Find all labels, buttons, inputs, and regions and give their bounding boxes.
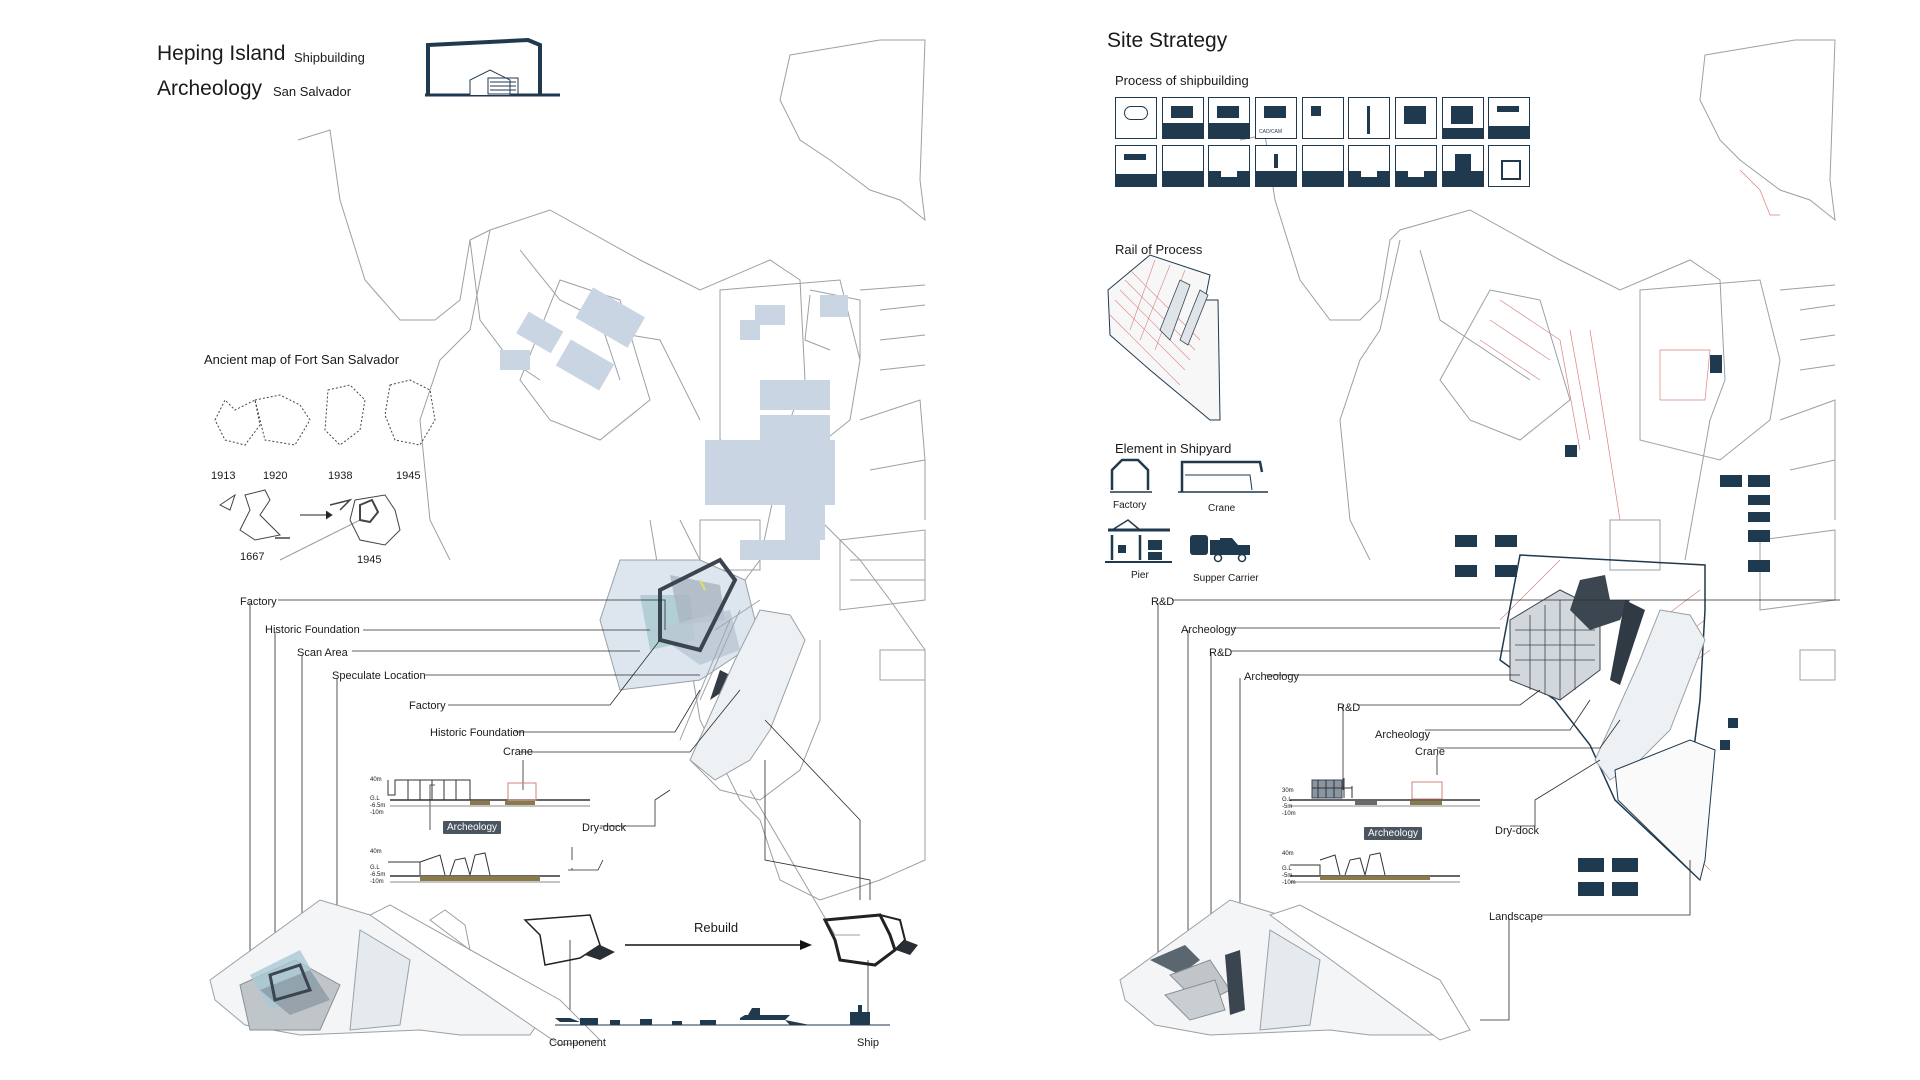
callout-factory: Factory — [240, 596, 277, 608]
process-step-18-icon — [1488, 145, 1530, 187]
element-label-crane: Crane — [1208, 503, 1236, 514]
process-step-15-icon — [1348, 145, 1390, 187]
process-step-17-icon — [1442, 145, 1484, 187]
section-level-bottom-6-5m: -6.5m — [370, 872, 386, 878]
right-section-level-top-30m: 30m — [1282, 788, 1294, 794]
right-callout-rd-2: R&D — [1209, 647, 1233, 659]
process-step-3-icon — [1208, 97, 1250, 139]
section-level-top-gl: G.L — [370, 796, 380, 802]
process-step-9-icon — [1488, 97, 1530, 139]
process-step-12-icon — [1208, 145, 1250, 187]
right-section-level-bottom-5m: -5m — [1282, 873, 1293, 879]
title-shipbuilding: Shipbuilding — [294, 50, 365, 65]
section-level-bottom-gl: G.L — [370, 865, 380, 871]
left-section-top — [387, 779, 590, 807]
left-fort-section-icon — [425, 37, 560, 97]
right-site-outline — [1239, 39, 1836, 681]
element-label-factory: Factory — [1113, 500, 1147, 511]
right-callout-archeology-1: Archeology — [1181, 624, 1237, 636]
site-strategy-title: Site Strategy — [1107, 29, 1228, 52]
ship-label: Ship — [857, 1037, 880, 1049]
map-year-1920: 1920 — [263, 470, 288, 482]
process-step-8-icon — [1442, 97, 1484, 139]
process-step-10-icon — [1115, 145, 1157, 187]
right-axonometric — [1119, 899, 1471, 1041]
rail-of-process-diagram — [1107, 254, 1221, 421]
process-step-13-icon — [1255, 145, 1297, 187]
right-archeology-tag: Archeology — [1364, 827, 1423, 840]
left-dock — [679, 599, 860, 936]
process-step-16-icon — [1395, 145, 1437, 187]
title-heping-island: Heping Island — [157, 42, 286, 65]
element-factory-icon — [1110, 458, 1152, 493]
section-label-crane: Crane — [503, 746, 533, 758]
right-section-level-top-gl: G.L — [1282, 797, 1292, 803]
rebuild-diagram — [523, 913, 918, 1026]
element-in-shipyard-title: Element in Shipyard — [1115, 441, 1232, 456]
right-red-lines — [1159, 169, 1780, 1001]
process-step-4-icon: CAD/CAM — [1255, 97, 1297, 139]
element-crane-icon — [1178, 460, 1268, 493]
right-section-bottom — [1290, 852, 1460, 883]
process-step-1-icon — [1115, 97, 1157, 139]
ancient-map-thumbnails — [214, 379, 436, 546]
element-label-pier: Pier — [1131, 570, 1149, 581]
right-section-level-bottom-10m: -10m — [1282, 880, 1296, 886]
callout-historic-foundation: Historic Foundation — [265, 624, 360, 636]
archeology-tag: Archeology — [443, 821, 502, 834]
title-san-salvador: San Salvador — [273, 84, 352, 99]
map-year-1945-bottom: 1945 — [357, 554, 382, 566]
right-callout-archeology-2: Archeology — [1244, 671, 1300, 683]
right-section-label-crane: Crane — [1415, 746, 1445, 758]
section-level-top-10m: -10m — [370, 810, 384, 816]
map-year-1913: 1913 — [211, 470, 236, 482]
left-site-buildings — [500, 287, 848, 560]
section-label-dry-dock: Dry-dock — [582, 822, 627, 834]
left-axonometric — [209, 899, 602, 1046]
element-supper-carrier-icon — [1190, 535, 1250, 563]
right-section-level-top-10m: -10m — [1282, 811, 1296, 817]
right-section-top — [1290, 778, 1480, 807]
map-year-1945: 1945 — [396, 470, 421, 482]
section-level-bottom-40m: 40m — [370, 849, 382, 855]
right-section-level-bottom-gl: G.L — [1282, 866, 1292, 872]
right-section-label-archeology: Archeology — [1375, 729, 1431, 741]
right-section-label-rd: R&D — [1337, 702, 1361, 714]
rebuild-label: Rebuild — [694, 920, 739, 935]
right-section-label-landscape: Landscape — [1489, 911, 1543, 923]
right-site-icons — [1455, 355, 1770, 896]
callout-speculate-location: Speculate Location — [332, 670, 426, 682]
element-pier-icon — [1105, 519, 1172, 563]
process-step-11-icon — [1162, 145, 1204, 187]
left-section-bottom — [388, 852, 560, 883]
process-step-14-icon — [1302, 145, 1344, 187]
process-step-2-icon — [1162, 97, 1204, 139]
ancient-map-title: Ancient map of Fort San Salvador — [204, 352, 400, 367]
section-label-historic-foundation: Historic Foundation — [430, 727, 525, 739]
section-level-bottom-10m: -10m — [370, 879, 384, 885]
section-level-top-40m: 40m — [370, 777, 382, 783]
section-label-factory: Factory — [409, 700, 446, 712]
right-section-level-top-5m: -5m — [1282, 804, 1293, 810]
process-step-4-cad-text: CAD/CAM — [1259, 129, 1283, 135]
map-year-1667: 1667 — [240, 551, 265, 563]
process-step-7-icon — [1395, 97, 1437, 139]
right-section-level-bottom-40m: 40m — [1282, 851, 1294, 857]
section-level-top-6-5m: -6.5m — [370, 803, 386, 809]
process-step-5-icon — [1302, 97, 1344, 139]
rail-of-process-title: Rail of Process — [1115, 242, 1203, 257]
callout-scan-area: Scan Area — [297, 647, 348, 659]
process-step-6-icon — [1348, 97, 1390, 139]
right-section-label-dry-dock: Dry-dock — [1495, 825, 1540, 837]
right-highlight-zone — [1499, 554, 1716, 881]
process-of-shipbuilding-title: Process of shipbuilding — [1115, 73, 1249, 88]
map-year-1938: 1938 — [328, 470, 353, 482]
right-callout-rd-1: R&D — [1151, 596, 1175, 608]
component-label: Component — [549, 1037, 606, 1049]
title-archeology: Archeology — [157, 77, 263, 100]
element-label-supper-carrier: Supper Carrier — [1193, 573, 1259, 584]
